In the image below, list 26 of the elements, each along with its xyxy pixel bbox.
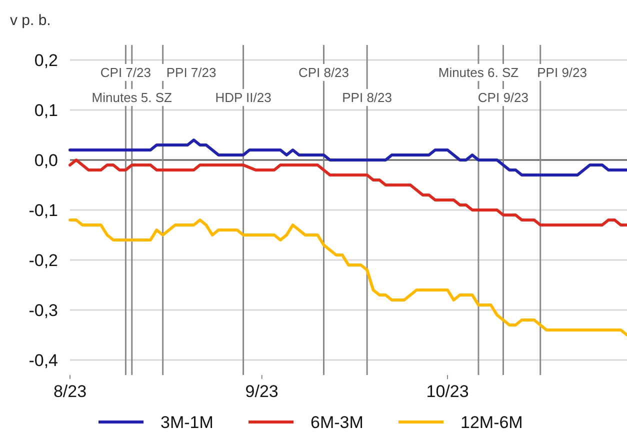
x-tick-label: 10/23 [426, 382, 469, 401]
y-tick-label: -0,2 [28, 251, 58, 270]
y-tick-label: 0,0 [34, 151, 58, 170]
line-series [68, 218, 627, 336]
ref-line-label: Minutes 6. SZ [438, 65, 519, 80]
ref-line-label: PPI 7/23 [166, 65, 216, 80]
y-tick-label: 0,2 [34, 51, 58, 70]
y-tick-label: -0,3 [28, 301, 58, 320]
x-tick-label: 9/23 [245, 382, 278, 401]
x-tick-label: 8/23 [53, 382, 87, 401]
line-series [68, 158, 627, 226]
line-series [68, 138, 627, 176]
ref-line-label: CPI 8/23 [298, 65, 350, 80]
y-tick-label: -0,4 [28, 351, 58, 370]
legend-label: 6M-3M [310, 413, 364, 432]
y-tick-label: 0,1 [34, 101, 58, 120]
ref-line-label: PPI 9/23 [537, 65, 588, 80]
ref-line-label: HDP II/23 [215, 90, 272, 105]
legend-label: 12M-6M [460, 413, 523, 432]
y-tick-label: -0,1 [28, 201, 58, 220]
ref-line-label: PPI 8/23 [342, 90, 392, 105]
legend-label: 3M-1M [160, 413, 214, 432]
ref-line-label: CPI 9/23 [478, 90, 529, 105]
ref-line-label: CPI 7/23 [100, 65, 151, 80]
ref-line-label: Minutes 5. SZ [92, 90, 172, 105]
y-axis-title: v p. b. [10, 12, 51, 29]
